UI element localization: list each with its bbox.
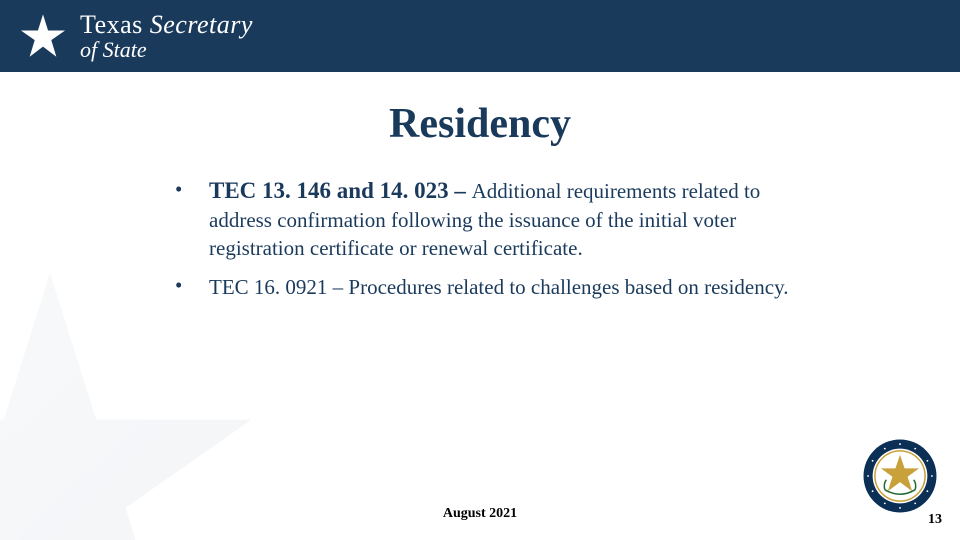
page-title: Residency — [0, 100, 960, 148]
seal-icon — [862, 438, 938, 514]
slide: Texas Secretary of State Residency TEC 1… — [0, 0, 960, 540]
header-band: Texas Secretary of State — [0, 0, 960, 72]
page-number: 13 — [928, 512, 942, 528]
header-line1b: Secretary — [150, 10, 253, 39]
list-item: TEC 13. 146 and 14. 023 – Additional req… — [165, 175, 805, 263]
bullet-text: TEC 16. 0921 – Procedures related to cha… — [209, 275, 788, 299]
list-item: TEC 16. 0921 – Procedures related to cha… — [165, 271, 805, 302]
header-line1a: Texas — [80, 10, 150, 39]
bullet-list: TEC 13. 146 and 14. 023 – Additional req… — [165, 175, 805, 310]
star-icon — [20, 13, 66, 59]
header-text: Texas Secretary of State — [80, 11, 253, 61]
header-line2: of State — [80, 38, 253, 61]
footer-date: August 2021 — [0, 506, 960, 522]
bullet-lead: TEC 13. 146 and 14. 023 – — [209, 178, 472, 203]
